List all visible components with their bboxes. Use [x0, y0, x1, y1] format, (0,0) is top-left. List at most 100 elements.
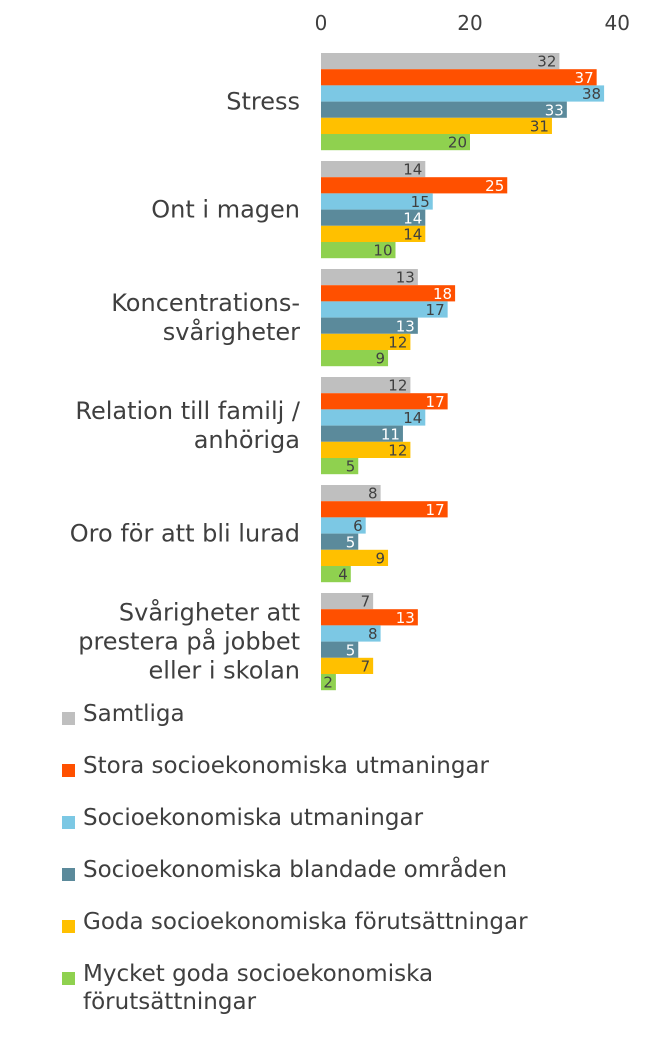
data-label: 13	[396, 269, 415, 287]
data-label: 13	[396, 317, 415, 335]
bar	[321, 517, 366, 534]
legend-label: Samtliga	[83, 701, 185, 727]
bar	[321, 409, 426, 426]
bar	[321, 101, 567, 118]
data-label: 12	[388, 442, 407, 460]
legend-item: Samtliga	[62, 700, 642, 752]
x-tick-label: 0	[315, 11, 328, 35]
category-label: Oro för att bli lurad	[70, 520, 300, 548]
data-label: 10	[373, 242, 392, 260]
category-labels: Stress Ont i magen Koncentrations-svårighe…	[70, 88, 301, 685]
data-label: 9	[376, 550, 386, 568]
data-label: 31	[530, 118, 549, 136]
data-label: 5	[346, 533, 356, 551]
bar	[321, 333, 411, 350]
legend-label: Mycket goda socioekonomiska förutsättning…	[83, 961, 434, 1015]
data-label: 38	[582, 85, 601, 103]
data-label: 14	[403, 409, 422, 427]
bar	[321, 134, 470, 151]
bar	[321, 85, 605, 102]
legend-item: Socioekonomiska blandade områden	[62, 856, 642, 908]
category-label: Koncentrations-svårigheter	[111, 289, 300, 346]
bar	[321, 657, 374, 674]
bar	[321, 317, 418, 334]
data-label: 9	[376, 350, 386, 368]
legend-label: Socioekonomiska blandade områden	[83, 857, 508, 883]
legend-swatch	[62, 920, 75, 933]
legend-swatch	[62, 868, 75, 881]
bar	[321, 593, 374, 610]
legend-swatch	[62, 972, 75, 985]
legend-label: Socioekonomiska utmaningar	[83, 805, 424, 831]
bar	[321, 117, 552, 134]
x-axis-ticks: 0 20 40	[315, 11, 630, 35]
data-label: 17	[426, 501, 445, 519]
bar	[321, 533, 359, 550]
data-label: 18	[433, 285, 452, 303]
bar	[321, 301, 448, 318]
bars: 3237383331201425151414101318171312912171…	[321, 53, 605, 692]
legend-item: Socioekonomiska utmaningar	[62, 804, 642, 856]
legend: Samtliga Stora socioekonomiska utmaningar…	[62, 700, 642, 1030]
bar	[321, 53, 560, 70]
data-label: 14	[403, 161, 422, 179]
legend-item: Goda socioekonomiska förutsättningar	[62, 908, 642, 960]
bar	[321, 193, 433, 210]
data-label: 11	[381, 425, 400, 443]
data-label: 8	[368, 485, 378, 503]
data-label: 25	[485, 177, 504, 195]
bar	[321, 69, 597, 86]
data-label: 5	[346, 641, 356, 659]
bar	[321, 609, 418, 626]
bar	[321, 377, 411, 394]
bar	[321, 350, 389, 367]
data-label: 17	[426, 301, 445, 319]
bar	[321, 566, 351, 583]
legend-label: Stora socioekonomiska utmaningar	[83, 753, 489, 779]
data-label: 12	[388, 377, 407, 395]
legend-item: Stora socioekonomiska utmaningar	[62, 752, 642, 804]
data-label: 7	[361, 593, 371, 611]
data-label: 20	[448, 134, 467, 152]
data-label: 4	[338, 566, 348, 584]
bar	[321, 242, 396, 259]
legend-swatch	[62, 816, 75, 829]
data-label: 17	[426, 393, 445, 411]
category-label: Svårigheter att prestera på jobbet eller i…	[78, 598, 300, 685]
bar	[321, 425, 403, 442]
data-label: 7	[361, 658, 371, 676]
data-label: 14	[403, 209, 422, 227]
category-label: Stress	[226, 88, 300, 116]
bar	[321, 458, 359, 475]
bar	[321, 625, 381, 642]
bar	[321, 269, 418, 286]
bar	[321, 641, 359, 658]
x-tick-label: 40	[605, 11, 630, 35]
bar	[321, 485, 381, 502]
data-label: 15	[411, 193, 430, 211]
bar	[321, 393, 448, 410]
bar	[321, 285, 456, 302]
legend-swatch	[62, 764, 75, 777]
bar	[321, 674, 336, 691]
bar	[321, 177, 508, 194]
data-label: 2	[323, 674, 333, 692]
bar-chart: 0 20 40 Stress Ont i magen Koncentrations-sv…	[70, 11, 630, 692]
legend-item: Mycket goda socioekonomiska förutsättning…	[62, 960, 642, 1030]
legend-swatch	[62, 712, 75, 725]
category-label: Ont i magen	[151, 196, 300, 224]
bar	[321, 209, 426, 226]
legend-label: Goda socioekonomiska förutsättningar	[83, 909, 528, 935]
data-label: 8	[368, 625, 378, 643]
data-label: 6	[353, 517, 363, 535]
category-label: Relation till familj / anhöriga	[75, 397, 301, 454]
data-label: 14	[403, 226, 422, 244]
x-tick-label: 20	[457, 11, 482, 35]
bar	[321, 225, 426, 242]
data-label: 37	[575, 69, 594, 87]
data-label: 12	[388, 334, 407, 352]
data-label: 32	[537, 53, 556, 71]
bar	[321, 441, 411, 458]
data-label: 33	[545, 101, 564, 119]
bar	[321, 549, 389, 566]
